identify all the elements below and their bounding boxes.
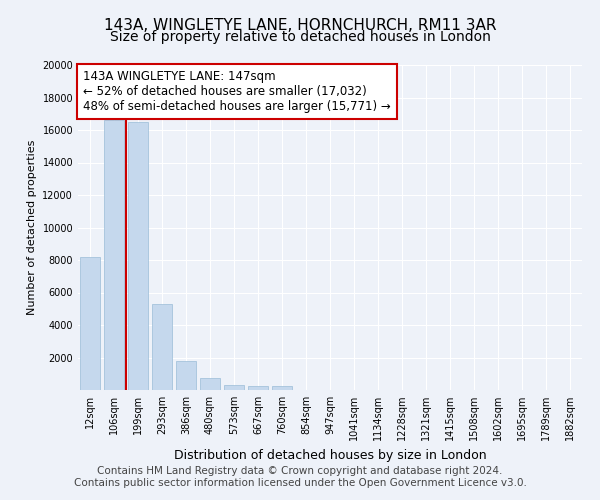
Bar [152,304,172,390]
Bar [80,257,100,390]
Bar [128,122,148,390]
Text: 143A WINGLETYE LANE: 147sqm
← 52% of detached houses are smaller (17,032)
48% of: 143A WINGLETYE LANE: 147sqm ← 52% of det… [83,70,391,113]
Bar [224,385,244,390]
Text: Size of property relative to detached houses in London: Size of property relative to detached ho… [110,30,490,44]
Bar [248,386,268,390]
Y-axis label: Number of detached properties: Number of detached properties [27,140,37,315]
Text: Contains HM Land Registry data © Crown copyright and database right 2024.
Contai: Contains HM Land Registry data © Crown c… [74,466,526,487]
X-axis label: Distribution of detached houses by size in London: Distribution of detached houses by size … [173,448,487,462]
Bar [176,361,196,390]
Bar [200,378,220,390]
Bar [272,386,292,390]
Text: 143A, WINGLETYE LANE, HORNCHURCH, RM11 3AR: 143A, WINGLETYE LANE, HORNCHURCH, RM11 3… [104,18,496,32]
Bar [104,120,124,390]
